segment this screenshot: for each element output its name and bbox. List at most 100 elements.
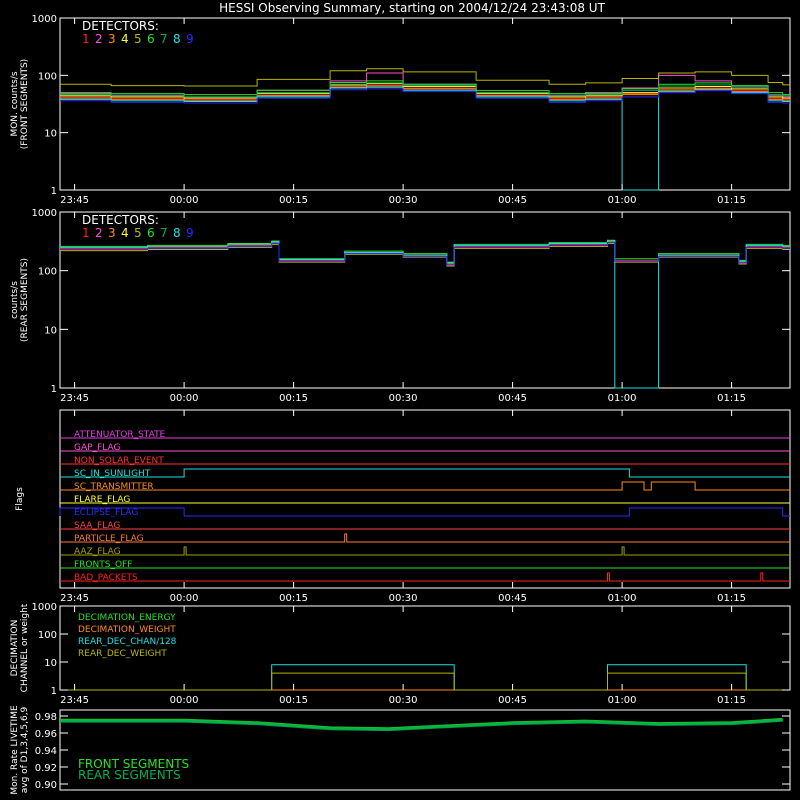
rear-xtick-label: 01:00 [608, 393, 637, 404]
front-legend-item: 7 [160, 32, 168, 46]
flags-xtick-label: 01:15 [717, 593, 746, 604]
rear-ytick-label: 1 [51, 384, 57, 395]
rear-ytick-label: 10 [44, 325, 57, 336]
flags-xtick-label: 00:15 [279, 593, 308, 604]
decimation-xtick-label: 00:45 [498, 695, 527, 706]
rear-ytick-label: 100 [38, 267, 57, 278]
front-ytick-label: 1 [51, 186, 57, 197]
flag-line [60, 533, 790, 543]
rear-legend-item: 4 [121, 226, 129, 240]
flags-xtick-label: 01:00 [608, 593, 637, 604]
rear-legend-item: 9 [186, 226, 194, 240]
rear-xtick-label: 00:30 [389, 393, 418, 404]
livetime-ylabel: Mon. Rate LIVETIME avg of D1,3,4,5,6,9 [10, 705, 30, 795]
flag-label: SAA_FLAG [74, 521, 120, 531]
rear-legend-item: 7 [160, 226, 168, 240]
flags-xtick-label: 00:00 [170, 593, 199, 604]
rear-frame [59, 211, 791, 389]
livetime-ytick-label: 0.96 [35, 729, 57, 740]
rear-series-9 [60, 242, 790, 266]
front-ylabel: MON. counts/s (FRONT SEGMENTS) [10, 59, 30, 149]
flag-line [60, 546, 790, 556]
rear-series-8 [60, 240, 790, 389]
decimation-ytick-label: 1000 [32, 602, 57, 613]
decimation-xtick-label: 00:15 [279, 695, 308, 706]
decimation-legend-item: REAR_DEC_WEIGHT [78, 649, 167, 659]
front-xtick-label: 01:00 [608, 195, 637, 206]
decimation-xtick-label: 01:15 [717, 695, 746, 706]
decimation-ytick-label: 100 [38, 630, 57, 641]
front-xtick-label: 00:45 [498, 195, 527, 206]
flag-line [60, 572, 790, 582]
livetime-ytick-label: 0.92 [35, 763, 57, 774]
front-legend-item: 1 [82, 32, 90, 46]
front-legend-item: 2 [95, 32, 103, 46]
rear-ytick-label: 1000 [32, 208, 57, 219]
front-series-5 [60, 68, 790, 87]
front-legend-item: 9 [186, 32, 194, 46]
front-legend-item: 4 [121, 32, 129, 46]
flags-frame [59, 409, 791, 589]
plot-title: HESSI Observing Summary, starting on 200… [219, 1, 605, 15]
livetime-legend-item: REAR SEGMENTS [78, 768, 181, 782]
decimation-legend-item: DECIMATION_ENERGY [78, 613, 176, 623]
decimation-xtick-label: 00:30 [389, 695, 418, 706]
decimation-series [60, 664, 790, 691]
front-ylabel-line: (FRONT SEGMENTS) [20, 59, 30, 149]
front-legend-title: DETECTORS: [82, 19, 159, 33]
livetime-ytick-label: 0.90 [35, 780, 57, 791]
front-ytick-label: 100 [38, 71, 57, 82]
front-xtick-label: 00:30 [389, 195, 418, 206]
decimation-ylabel: DECIMATION CHANNEL or weight [10, 603, 30, 692]
decimation-legend-item: DECIMATION_WEIGHT [78, 625, 176, 635]
rear-legend-item: 1 [82, 226, 90, 240]
decimation-ytick-label: 1 [51, 686, 57, 697]
flag-label: SC_IN_SUNLIGHT [74, 469, 151, 479]
rear-legend-title: DETECTORS: [82, 213, 159, 227]
front-legend-item: 6 [147, 32, 155, 46]
rear-legend-item: 8 [173, 226, 181, 240]
decimation-ylabel-line: DECIMATION [10, 620, 20, 677]
flags-xtick-label: 00:30 [389, 593, 418, 604]
flag-label: SC_TRANSMITTER [74, 482, 154, 492]
livetime-series [60, 718, 783, 732]
livetime-ylabel-line: avg of D1,3,4,5,6,9 [20, 706, 30, 793]
rear-legend-item: 2 [95, 226, 103, 240]
rear-xtick-label: 00:45 [498, 393, 527, 404]
front-series-7 [60, 82, 790, 98]
livetime-ylabel-line: Mon. Rate LIVETIME [10, 705, 20, 795]
flag-line [59, 507, 790, 517]
flag-label: AAZ_FLAG [74, 547, 121, 557]
decimation-series [60, 672, 790, 691]
front-series-9 [60, 88, 790, 104]
front-xtick-label: 23:45 [60, 195, 89, 206]
rear-xtick-label: 00:15 [279, 393, 308, 404]
flags-xtick-label: 23:45 [60, 593, 89, 604]
livetime-ytick-label: 0.94 [35, 746, 57, 757]
decimation-xtick-label: 00:00 [170, 695, 199, 706]
front-legend-item: 8 [173, 32, 181, 46]
livetime-legend-item: FRONT SEGMENTS [78, 757, 189, 771]
front-legend-item: 5 [134, 32, 142, 46]
decimation-ylabel-line: CHANNEL or weight [20, 603, 30, 692]
flag-label: FRONTS_OFF [74, 560, 132, 570]
flags-ylabel-line: Flags [15, 487, 25, 511]
flag-label: NON_SOLAR_EVENT [74, 456, 164, 466]
rear-ylabel: counts/s (REAR SEGMENTS) [10, 258, 30, 342]
flags-xtick-label: 00:45 [498, 593, 527, 604]
front-ylabel-line: MON. counts/s [10, 71, 20, 136]
rear-xtick-label: 01:15 [717, 393, 746, 404]
rear-series-6 [60, 239, 790, 263]
front-frame [59, 17, 791, 191]
decimation-xtick-label: 01:00 [608, 695, 637, 706]
rear-ylabel-line: (REAR SEGMENTS) [20, 258, 30, 342]
flag-label: ATTENUATOR_STATE [74, 430, 166, 440]
front-xtick-label: 01:15 [717, 195, 746, 206]
flag-label: BAD_PACKETS [74, 573, 138, 583]
rear-legend-item: 6 [147, 226, 155, 240]
flags-ylabel: Flags [15, 487, 25, 511]
flag-line [60, 481, 790, 491]
front-legend-item: 3 [108, 32, 116, 46]
livetime-ytick-label: 0.98 [35, 712, 57, 723]
decimation-ytick-label: 10 [44, 658, 57, 669]
